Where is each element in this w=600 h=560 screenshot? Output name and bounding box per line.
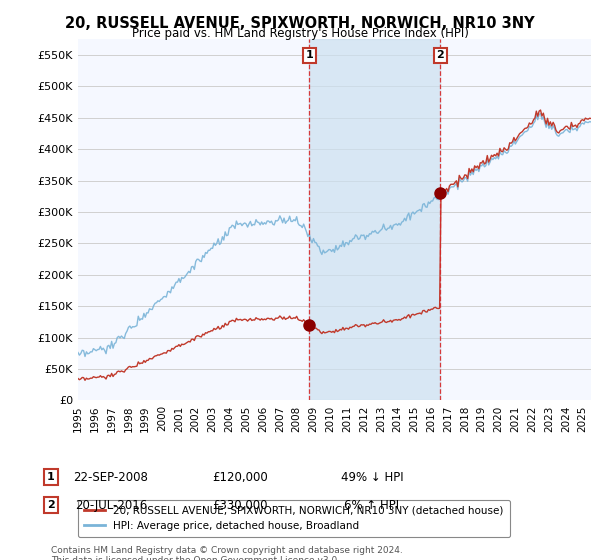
Text: 1: 1 [305, 50, 313, 60]
Text: 20-JUL-2016: 20-JUL-2016 [75, 498, 147, 512]
Text: Price paid vs. HM Land Registry's House Price Index (HPI): Price paid vs. HM Land Registry's House … [131, 27, 469, 40]
Legend: 20, RUSSELL AVENUE, SPIXWORTH, NORWICH, NR10 3NY (detached house), HPI: Average : 20, RUSSELL AVENUE, SPIXWORTH, NORWICH, … [78, 500, 510, 537]
Text: 2: 2 [436, 50, 444, 60]
Text: 2: 2 [47, 500, 55, 510]
Text: £330,000: £330,000 [212, 498, 268, 512]
Text: 6% ↑ HPI: 6% ↑ HPI [344, 498, 400, 512]
Text: 22-SEP-2008: 22-SEP-2008 [74, 470, 148, 484]
Text: 20, RUSSELL AVENUE, SPIXWORTH, NORWICH, NR10 3NY: 20, RUSSELL AVENUE, SPIXWORTH, NORWICH, … [65, 16, 535, 31]
Text: 1: 1 [47, 472, 55, 482]
Text: 49% ↓ HPI: 49% ↓ HPI [341, 470, 403, 484]
Text: Contains HM Land Registry data © Crown copyright and database right 2024.
This d: Contains HM Land Registry data © Crown c… [51, 546, 403, 560]
Text: £120,000: £120,000 [212, 470, 268, 484]
Bar [309, 39, 440, 400]
